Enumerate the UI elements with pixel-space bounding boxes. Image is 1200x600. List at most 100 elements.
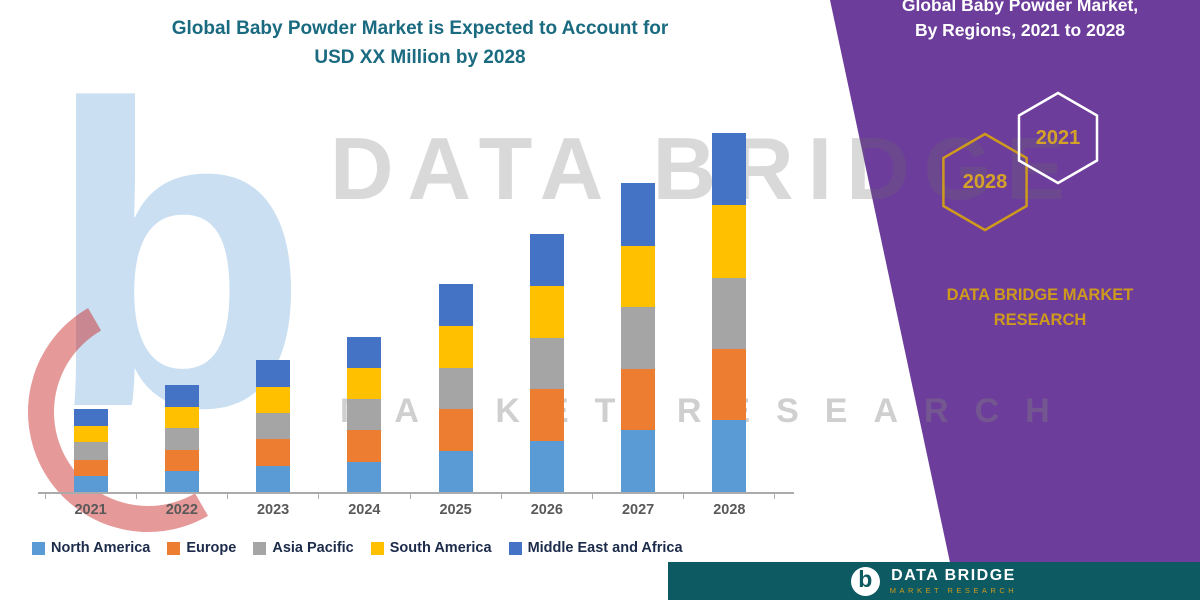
x-axis-line (38, 492, 794, 494)
bar-segment-asia-pacific (164, 428, 199, 450)
bar-segment-asia-pacific (438, 367, 473, 410)
legend-swatch (32, 541, 45, 555)
bar-cell-2028 (684, 108, 775, 492)
axis-tick (136, 494, 138, 499)
bar-segment-europe (256, 439, 291, 466)
axis-tick (500, 494, 502, 499)
footer-band: b DATA BRIDGE MARKET RESEARCH (668, 562, 1200, 600)
bar-segment-middle-east-and-africa (164, 385, 199, 408)
axis-tick (682, 494, 684, 499)
legend-swatch (508, 541, 522, 555)
bar-segment-north-america (438, 450, 473, 492)
bar-segment-south-america (73, 426, 108, 443)
bar-stack-2026 (529, 233, 564, 492)
axis-tick (591, 494, 593, 499)
x-axis-label-2024: 2024 (348, 502, 381, 518)
bar-stack-2028 (712, 133, 747, 492)
bar-segment-middle-east-and-africa (438, 284, 473, 327)
bar-segment-south-america (529, 286, 564, 338)
legend-item-europe: Europe (167, 540, 236, 556)
axis-tick (45, 494, 46, 499)
bar-segment-south-america (256, 386, 291, 414)
bar-segment-europe (73, 459, 108, 476)
bar-segment-asia-pacific (529, 337, 564, 389)
axis-tick (227, 494, 229, 499)
bar-segment-europe (438, 409, 473, 451)
hexagon-graphics (942, 91, 1099, 232)
legend-item-north-america: North America (32, 540, 150, 556)
bar-segment-south-america (438, 326, 473, 368)
chart-legend: North America Europe Asia Pacific South Ame… (32, 540, 802, 556)
bar-segment-north-america (256, 465, 291, 492)
side-panel-title-line2: By Regions, 2021 to 2028 (914, 19, 1126, 40)
bar-stack-2021 (73, 409, 108, 492)
bar-segment-south-america (164, 407, 199, 429)
bar-segment-middle-east-and-africa (347, 336, 382, 368)
bar-cell-2026 (501, 108, 592, 492)
bar-segment-asia-pacific (73, 442, 108, 460)
legend-label: Middle East and Africa (527, 540, 683, 556)
bar-segment-middle-east-and-africa (73, 409, 108, 427)
chart-title-line2: USD XX Million by 2028 (314, 47, 526, 69)
bar-stack-2024 (347, 336, 382, 492)
legend-label: Europe (186, 540, 237, 556)
legend-swatch (167, 541, 181, 555)
bar-segment-middle-east-and-africa (712, 133, 747, 206)
bar-cell-2022 (136, 108, 227, 492)
bar-segment-north-america (621, 430, 656, 492)
axis-tick (774, 494, 775, 499)
bar-segment-europe (712, 348, 747, 421)
bar-stack-2025 (438, 284, 473, 492)
bar-cell-2021 (45, 108, 136, 492)
bar-segment-asia-pacific (256, 413, 291, 440)
bar-segment-asia-pacific (712, 277, 747, 349)
bar-cell-2027 (593, 108, 684, 492)
bar-segment-south-america (621, 245, 656, 308)
bar-segment-asia-pacific (621, 307, 656, 369)
legend-item-middle-east-and-africa: Middle East and Africa (508, 540, 683, 556)
legend-label: South America (389, 540, 492, 556)
legend-item-asia-pacific: Asia Pacific (253, 540, 354, 556)
legend-label: North America (51, 540, 151, 556)
hexagon-2021-label: 2021 (1035, 127, 1081, 149)
hexagon-2028-outline (942, 132, 1028, 232)
x-axis-label-2026: 2026 (530, 502, 563, 518)
bar-cell-2023 (228, 108, 319, 492)
side-panel-brand-line1: DATA BRIDGE MARKET (946, 286, 1134, 304)
side-panel-brand: DATA BRIDGE MARKET RESEARCH (890, 283, 1190, 333)
bar-stack-2022 (164, 385, 199, 492)
bar-segment-europe (529, 389, 564, 441)
bar-stack-2023 (256, 359, 291, 492)
x-axis-label-2025: 2025 (439, 502, 472, 518)
footer-text: DATA BRIDGE MARKET RESEARCH (890, 567, 1017, 595)
hexagon-2021-outline (1017, 91, 1099, 185)
x-axis-label-2028: 2028 (713, 502, 746, 518)
bar-segment-europe (621, 368, 656, 431)
axis-tick (318, 494, 320, 499)
x-axis-label-2021: 2021 (74, 502, 107, 518)
legend-item-south-america: South America (370, 540, 492, 556)
x-axis-ticks (45, 494, 775, 499)
axis-tick (409, 494, 411, 499)
x-axis-label-2027: 2027 (621, 502, 655, 518)
bar-segment-south-america (347, 367, 382, 400)
bar-segment-north-america (529, 440, 564, 492)
legend-swatch (253, 541, 267, 555)
bar-segment-middle-east-and-africa (256, 359, 291, 387)
bar-segment-middle-east-and-africa (621, 182, 656, 246)
side-panel-brand-line2: RESEARCH (993, 310, 1087, 329)
bar-segment-europe (347, 430, 382, 462)
bar-cell-2025 (410, 108, 501, 492)
footer-logo-icon: b (850, 566, 880, 596)
chart-title: Global Baby Powder Market is Expected to… (60, 14, 780, 73)
bar-segment-asia-pacific (347, 399, 382, 431)
footer-brand-name: DATA BRIDGE (891, 567, 1016, 584)
legend-label: Asia Pacific (272, 540, 354, 556)
footer-tagline: MARKET RESEARCH (889, 586, 1018, 595)
bar-segment-north-america (164, 470, 199, 492)
bar-segment-north-america (347, 461, 382, 492)
chart-title-line1: Global Baby Powder Market is Expected to… (171, 18, 669, 39)
bar-chart-plot-area (45, 108, 775, 492)
side-panel-title: Global Baby Powder Market, By Regions, 2… (850, 0, 1190, 42)
